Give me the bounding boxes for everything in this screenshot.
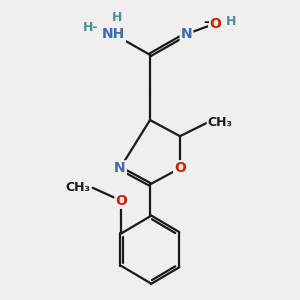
- Text: CH₃: CH₃: [207, 116, 232, 129]
- Text: H: H: [112, 11, 123, 24]
- Text: CH₃: CH₃: [65, 181, 90, 194]
- Text: N: N: [181, 27, 192, 41]
- Text: O: O: [116, 194, 127, 208]
- Text: H: H: [226, 14, 236, 28]
- Text: H-: H-: [82, 21, 98, 34]
- Text: O: O: [174, 161, 186, 175]
- Text: -: -: [203, 15, 209, 29]
- Text: NH: NH: [102, 27, 125, 41]
- Text: N: N: [114, 161, 126, 175]
- Text: O: O: [209, 16, 221, 31]
